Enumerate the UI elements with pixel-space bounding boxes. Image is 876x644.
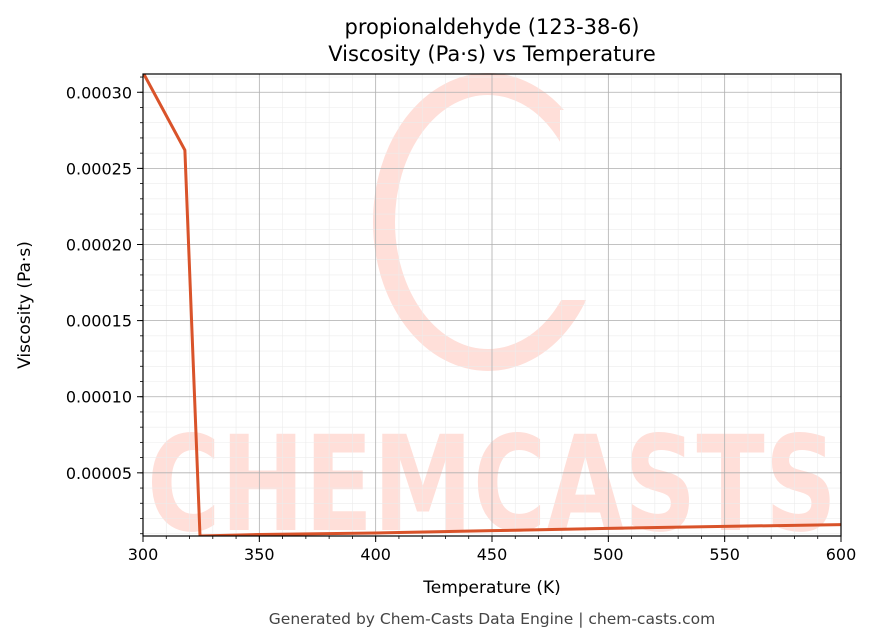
y-axis: 0.00005 0.00010 0.00015 0.00020 0.00025 0.000…: [66, 76, 143, 535]
x-axis: 300 350 400 450 500 550 600: [128, 536, 857, 564]
y-tick-label: 0.00020: [66, 235, 132, 254]
y-tick-label: 0.00015: [66, 312, 132, 331]
y-tick-label: 0.00030: [66, 83, 132, 102]
x-axis-label: Temperature (K): [422, 578, 561, 598]
y-tick-label: 0.00010: [66, 388, 132, 407]
footer-credit: Generated by Chem-Casts Data Engine | ch…: [269, 610, 715, 628]
y-tick-label: 0.00005: [66, 464, 132, 483]
x-tick-label: 350: [244, 545, 275, 564]
y-axis-label: Viscosity (Pa·s): [15, 241, 35, 369]
series-line-viscosity: [143, 74, 841, 536]
x-tick-label: 300: [128, 545, 159, 564]
series-layer: [143, 74, 841, 536]
y-tick-label: 0.00025: [66, 159, 132, 178]
x-tick-label: 550: [709, 545, 740, 564]
x-tick-label: 500: [593, 545, 624, 564]
chart-subtitle: Viscosity (Pa·s) vs Temperature: [328, 42, 656, 66]
x-tick-label: 600: [826, 545, 857, 564]
x-tick-label: 400: [360, 545, 391, 564]
chart-title: propionaldehyde (123-38-6): [345, 15, 640, 39]
x-tick-label: 450: [477, 545, 508, 564]
